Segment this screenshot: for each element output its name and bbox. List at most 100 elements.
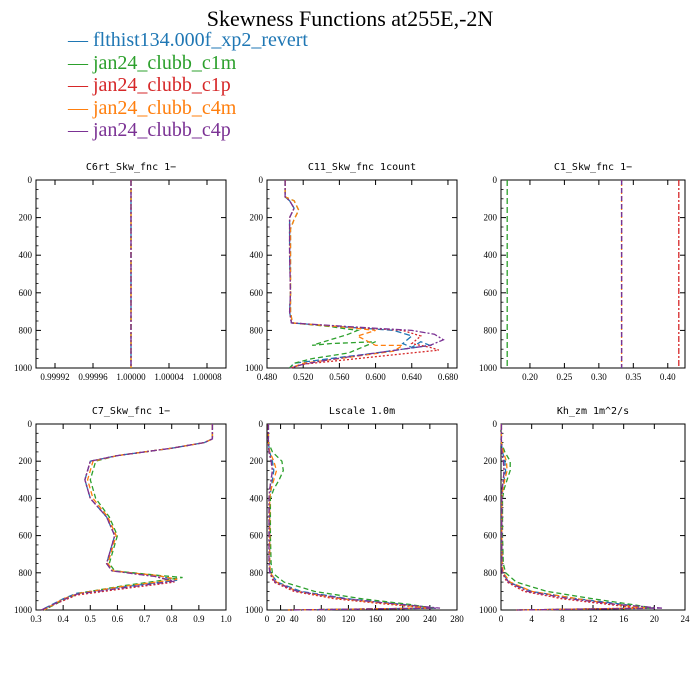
y-tick-label: 0 xyxy=(259,419,264,429)
x-tick-label: 0.600 xyxy=(365,372,386,382)
y-tick-label: 800 xyxy=(19,325,33,335)
panel-title: Kh_zm 1m^2/s xyxy=(557,406,629,417)
plot-frame xyxy=(500,423,686,611)
x-tick-label: 0.99992 xyxy=(40,372,69,382)
y-tick-label: 400 xyxy=(484,493,498,503)
y-tick-label: 800 xyxy=(484,325,498,335)
y-tick-label: 800 xyxy=(250,568,264,578)
series-line xyxy=(284,180,376,369)
series-line xyxy=(41,424,214,611)
legend-item: — jan24_clubb_c4m xyxy=(68,96,237,119)
x-tick-label: 0.25 xyxy=(557,372,573,382)
y-tick-label: 200 xyxy=(19,456,33,466)
panel-3: C1_Skw_fnc 1− 0 200 400 600 800 1000 0.20 0.25 0.… xyxy=(479,162,686,382)
x-tick-label: 160 xyxy=(369,614,383,624)
series-line xyxy=(43,424,214,611)
y-tick-label: 400 xyxy=(19,493,33,503)
y-tick-label: 1000 xyxy=(479,363,498,373)
series-line xyxy=(500,424,647,611)
x-tick-label: 24 xyxy=(681,614,691,624)
x-tick-label: 0.520 xyxy=(293,372,314,382)
x-tick-label: 1.00008 xyxy=(192,372,222,382)
y-tick-label: 0 xyxy=(259,175,264,185)
panel-1: C6rt_Skw_fnc 1− 0 200 400 600 800 1000 0.99992 0… xyxy=(14,162,227,382)
x-tick-label: 80 xyxy=(317,614,327,624)
series-line xyxy=(41,424,214,611)
y-tick-label: 200 xyxy=(250,456,264,466)
legend-item: — flthist134.000f_xp2_revert xyxy=(68,29,308,51)
x-tick-label: 200 xyxy=(396,614,410,624)
legend: — flthist134.000f_xp2_revert — jan24_club… xyxy=(68,29,308,142)
y-tick-label: 600 xyxy=(19,531,33,541)
y-tick-label: 1000 xyxy=(245,363,264,373)
y-tick-label: 0 xyxy=(28,419,33,429)
y-tick-label: 0 xyxy=(493,419,498,429)
x-tick-label: 8 xyxy=(560,614,565,624)
series-line xyxy=(500,424,647,611)
panel-title: C6rt_Skw_fnc 1− xyxy=(86,162,176,173)
y-tick-label: 0 xyxy=(28,175,33,185)
x-tick-label: 40 xyxy=(290,614,300,624)
x-tick-label: 120 xyxy=(342,614,356,624)
plot-frame xyxy=(266,423,458,611)
x-tick-label: 0.7 xyxy=(139,614,151,624)
y-tick-label: 200 xyxy=(484,213,498,223)
x-tick-label: 280 xyxy=(450,614,464,624)
x-tick-label: 0.35 xyxy=(625,372,641,382)
x-tick-label: 0.30 xyxy=(591,372,607,382)
series-line xyxy=(41,424,214,611)
x-tick-label: 1.00004 xyxy=(154,372,184,382)
y-tick-label: 600 xyxy=(250,288,264,298)
panel-title: C1_Skw_fnc 1− xyxy=(554,162,632,173)
y-tick-label: 0 xyxy=(493,175,498,185)
x-tick-label: 1.00000 xyxy=(116,372,146,382)
legend-item: — jan24_clubb_c1m xyxy=(68,51,237,74)
panel-2: C11_Skw_fnc 1count 0 200 400 600 800 10000.480… xyxy=(245,162,459,382)
y-tick-label: 600 xyxy=(484,288,498,298)
y-tick-label: 600 xyxy=(484,531,498,541)
series-line xyxy=(267,424,434,611)
plot-frame xyxy=(35,423,227,611)
legend-item: — jan24_clubb_c1p xyxy=(68,74,231,96)
y-tick-label: 600 xyxy=(250,531,264,541)
plot-frame xyxy=(266,179,458,369)
x-tick-label: 0.9 xyxy=(193,614,205,624)
x-tick-label: 0.20 xyxy=(522,372,538,382)
y-tick-label: 400 xyxy=(250,250,264,260)
x-tick-label: 0.480 xyxy=(257,372,278,382)
x-tick-label: 20 xyxy=(276,614,286,624)
x-tick-label: 0.40 xyxy=(660,372,676,382)
y-tick-label: 1000 xyxy=(14,363,33,373)
x-tick-label: 0.5 xyxy=(85,614,97,624)
x-tick-label: 240 xyxy=(423,614,437,624)
x-tick-label: 0.99996 xyxy=(78,372,108,382)
x-tick-label: 0.640 xyxy=(402,372,423,382)
y-tick-label: 200 xyxy=(250,213,264,223)
y-tick-label: 1000 xyxy=(479,605,498,615)
x-tick-label: 0.8 xyxy=(166,614,178,624)
series-line xyxy=(267,424,441,611)
x-tick-label: 0 xyxy=(265,614,270,624)
x-tick-label: 0.6 xyxy=(112,614,124,624)
y-tick-label: 400 xyxy=(19,250,33,260)
y-tick-label: 400 xyxy=(250,493,264,503)
y-tick-label: 800 xyxy=(19,568,33,578)
series-line xyxy=(284,180,433,369)
x-tick-label: 1.0 xyxy=(220,614,232,624)
x-tick-label: 0.680 xyxy=(438,372,459,382)
y-tick-label: 200 xyxy=(19,213,33,223)
y-tick-label: 1000 xyxy=(245,605,264,615)
y-tick-label: 800 xyxy=(484,568,498,578)
y-tick-label: 400 xyxy=(484,250,498,260)
series-line xyxy=(284,180,440,369)
y-tick-label: 1000 xyxy=(14,605,33,615)
x-tick-label: 0.560 xyxy=(329,372,350,382)
panel-title: C11_Skw_fnc 1count xyxy=(308,162,416,173)
series-line xyxy=(500,424,663,611)
series-line xyxy=(43,424,214,611)
y-tick-label: 200 xyxy=(484,456,498,466)
